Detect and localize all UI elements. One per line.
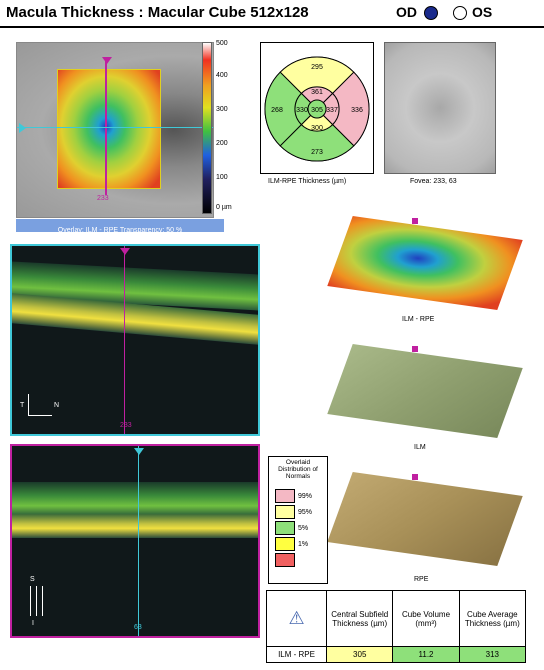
inner-superior-value: 361 [311, 89, 323, 96]
value-cube-volume: 11.2 [392, 646, 460, 663]
legend-item: 99% [275, 489, 312, 503]
etdrs-grid-svg: 305 361 337 300 330 295 336 273 268 [264, 56, 370, 162]
outer-temporal-sector [264, 71, 318, 147]
bscan-bottom-marker-icon[interactable] [134, 448, 144, 455]
orient-s-label: S [30, 576, 35, 583]
fovea-image[interactable] [384, 42, 496, 174]
scale-ticks: 500 400 300 200 100 0 µm [216, 40, 232, 211]
outer-superior-sector [279, 56, 355, 110]
legend-item [275, 553, 312, 567]
center-value: 305 [311, 107, 323, 114]
od-label: OD [396, 4, 417, 20]
inner-temporal-value: 330 [296, 107, 308, 114]
bscan-top-marker-label: 233 [120, 422, 132, 429]
thickness-overlay [57, 69, 161, 189]
legend-swatch [275, 521, 295, 535]
surface-marker-icon-2[interactable] [412, 346, 418, 352]
results-table: ⚠ Central Subfield Thickness (µm) Cube V… [265, 590, 527, 663]
center-sector [307, 99, 327, 119]
legend-title: Distribution of Normals [278, 466, 318, 480]
orient-vertical-line [30, 586, 31, 616]
outer-superior-value: 295 [311, 64, 323, 71]
legend-swatch [275, 553, 295, 567]
surface-marker-icon[interactable] [412, 218, 418, 224]
fovea-caption: Fovea: 233, 63 [410, 178, 457, 185]
bscan-bottom-marker-label: 63 [134, 624, 142, 631]
inner-nasal-value: 337 [326, 107, 338, 114]
header-cube-volume: Cube Volume (mm³) [392, 590, 460, 647]
legend-item: 1% [275, 537, 312, 551]
bscan-vertical[interactable]: 63 S I [10, 444, 260, 638]
map-marker-value: 233 [97, 195, 109, 202]
report-header: Macula Thickness : Macular Cube 512x128 … [0, 0, 544, 28]
outer-temporal-value: 268 [271, 107, 283, 114]
bscan-horizontal-marker [138, 446, 139, 636]
surface-label-ilm: ILM [414, 444, 426, 451]
orient-t-label: T [20, 402, 25, 409]
inner-temporal-sector [294, 92, 318, 126]
retina-layer-rpe-2 [12, 514, 258, 538]
orient-vertical-line-2 [36, 586, 37, 616]
scan-marker-left-icon[interactable] [19, 123, 26, 133]
surface-label-rpe: RPE [414, 576, 429, 583]
scan-marker-top-icon[interactable] [102, 57, 112, 64]
etdrs-caption: ILM-RPE Thickness (µm) [268, 178, 347, 185]
orientation-indicator [28, 394, 52, 416]
overlay-caption-bar[interactable]: Overlay: ILM - RPE Transparency: 50 % [16, 219, 224, 234]
normals-legend: Overlaid Distribution of Normals 99% 95%… [268, 456, 328, 584]
os-label: OS [472, 4, 493, 20]
retina-layer-upper-2 [12, 482, 258, 516]
os-unselected-icon[interactable] [453, 6, 467, 20]
outer-nasal-value: 336 [351, 107, 363, 114]
report-title: Macula Thickness : Macular Cube 512x128 [6, 4, 309, 21]
surface-rpe-mesh [327, 472, 523, 566]
bscan-horizontal[interactable]: 233 T N [10, 244, 260, 436]
surface-ilm-rpe[interactable] [327, 216, 523, 310]
od-selected-icon[interactable] [424, 6, 438, 20]
legend-item: 5% [275, 521, 312, 535]
surface-marker-icon-3[interactable] [412, 474, 418, 480]
surface-label-ilm-rpe: ILM - RPE [402, 316, 435, 323]
vertical-scan-line [105, 61, 107, 195]
thickness-color-scale [202, 42, 212, 214]
surface-ilm-rpe-mesh [327, 216, 523, 310]
legend-item: 95% [275, 505, 312, 519]
bscan-vertical-marker [124, 246, 125, 434]
fundus-thickness-map[interactable]: 233 [16, 42, 214, 218]
value-central-subfield: 305 [326, 646, 394, 663]
orient-i-label: I [32, 620, 34, 627]
bscan-top-marker-icon[interactable] [120, 248, 130, 255]
outer-inferior-value: 273 [311, 149, 323, 156]
surface-ilm[interactable] [327, 344, 523, 438]
horizontal-scan-line [17, 127, 213, 128]
inner-superior-sector [300, 86, 334, 110]
legend-title-prefix: Overlaid [285, 459, 311, 466]
outer-inferior-sector [279, 108, 355, 162]
surface-ilm-mesh [327, 344, 523, 438]
outer-nasal-sector [316, 71, 370, 147]
header-cube-average: Cube Average Thickness (µm) [458, 590, 527, 647]
legend-swatch [275, 505, 295, 519]
inner-nasal-sector [316, 92, 340, 126]
row-label: ILM - RPE [265, 646, 328, 663]
legend-swatch [275, 537, 295, 551]
orient-vertical-line-3 [42, 586, 43, 616]
orient-n-label: N [54, 402, 60, 409]
surface-rpe[interactable] [327, 472, 523, 566]
legend-swatch [275, 489, 295, 503]
inner-inferior-value: 300 [311, 125, 323, 132]
warning-icon: ⚠ [265, 590, 328, 647]
etdrs-grid-panel: 305 361 337 300 330 295 336 273 268 [260, 42, 374, 174]
inner-inferior-sector [300, 108, 334, 132]
value-cube-average: 313 [458, 646, 527, 663]
header-central-subfield: Central Subfield Thickness (µm) [326, 590, 394, 647]
